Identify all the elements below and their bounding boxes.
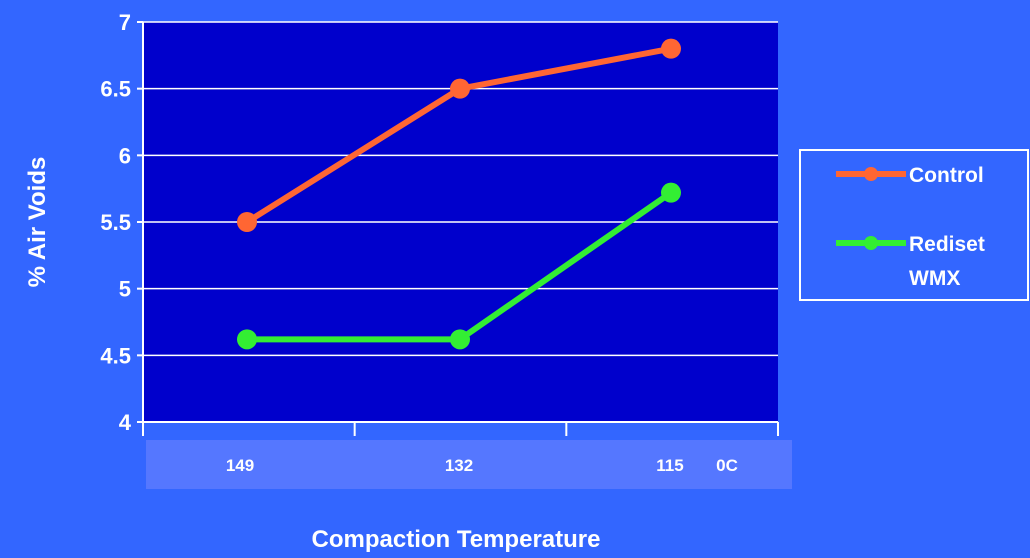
data-point xyxy=(237,329,257,350)
x-tick-label: 115 xyxy=(656,456,683,475)
y-tick-label: 6 xyxy=(119,143,131,168)
x-axis: 149 132 115 0C xyxy=(137,421,792,489)
series-layer xyxy=(237,38,681,350)
legend-marker-rediset xyxy=(864,236,878,250)
x-tick-label: 132 xyxy=(445,456,473,475)
legend-marker-control xyxy=(864,167,878,181)
y-tick-label: 6.5 xyxy=(100,77,131,102)
x-unit-label: 0C xyxy=(716,456,738,475)
data-point xyxy=(450,329,470,350)
legend-label-rediset-line1: Rediset xyxy=(909,233,985,256)
y-tick-label: 5.5 xyxy=(100,210,131,235)
x-tick-label: 149 xyxy=(226,456,254,475)
legend: Control Rediset WMX xyxy=(799,149,1029,301)
legend-label-rediset-line2: WMX xyxy=(909,267,960,290)
legend-label-control: Control xyxy=(909,164,984,187)
y-tick-label: 4 xyxy=(119,410,132,435)
y-tick-label: 4.5 xyxy=(100,343,131,368)
data-point xyxy=(661,182,681,203)
x-axis-title: Compaction Temperature xyxy=(312,526,601,553)
y-axis: 4 4.5 5 5.5 6 6.5 7 xyxy=(100,10,144,435)
data-point xyxy=(450,78,470,99)
data-point xyxy=(661,38,681,59)
y-tick-label: 5 xyxy=(119,277,131,302)
y-axis-title: % Air Voids xyxy=(24,157,51,288)
x-label-band xyxy=(146,440,792,489)
y-tick-label: 7 xyxy=(119,10,131,35)
data-point xyxy=(237,212,257,232)
